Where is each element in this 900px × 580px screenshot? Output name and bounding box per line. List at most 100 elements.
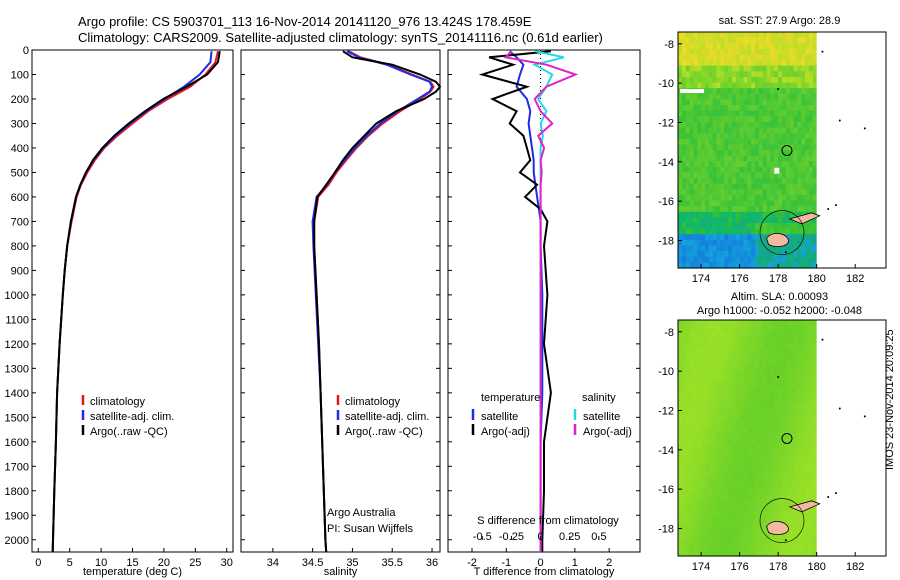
map-cell [720, 223, 725, 230]
map-cell [766, 178, 772, 185]
map-cell [697, 511, 702, 518]
lon-tick-label: 182 [846, 561, 864, 573]
map-cell [747, 477, 752, 484]
map-cell [770, 381, 775, 388]
map-cell [689, 516, 695, 523]
map-cell [782, 245, 787, 252]
map-cell [716, 527, 721, 535]
map-cell [774, 387, 779, 394]
map-cell [724, 217, 729, 224]
map-cell [755, 522, 760, 529]
map-cell [712, 443, 718, 450]
map-cell [689, 342, 695, 349]
map-cell [797, 387, 802, 394]
small-island-dot [827, 496, 830, 498]
map-cell [758, 359, 764, 366]
small-island-dot [838, 119, 841, 122]
map-cell [681, 172, 687, 179]
map-cell [809, 325, 814, 332]
map-cell [697, 161, 702, 168]
map-cell [689, 544, 695, 551]
map-cell [697, 251, 702, 258]
map-cell [724, 533, 729, 540]
map-cell [693, 144, 698, 151]
map-cell [785, 488, 791, 495]
map-cell [766, 376, 772, 383]
map-cell [782, 150, 787, 157]
map-cell [793, 200, 799, 207]
map-cell [735, 93, 741, 100]
map-cell [693, 217, 698, 224]
map-cell [774, 65, 779, 72]
map-cell [697, 105, 702, 112]
map-cell [762, 320, 768, 327]
map-cell [731, 483, 737, 490]
map-cell [697, 65, 702, 72]
map-cell [716, 387, 721, 394]
map-cell [701, 511, 706, 518]
map-cell [724, 144, 729, 151]
map-cell [758, 144, 764, 151]
map-cell [712, 245, 718, 252]
map-cell [724, 183, 729, 190]
map-cell [762, 544, 768, 551]
map-cell [735, 144, 741, 151]
map-cell [685, 370, 691, 377]
map-cell [762, 421, 768, 428]
map-cell [701, 183, 706, 190]
map-cell [770, 544, 775, 551]
map-cell [720, 449, 725, 456]
map-cell [789, 71, 795, 78]
map-cell [735, 336, 741, 344]
map-cell [793, 471, 799, 478]
map-cell [716, 239, 721, 247]
map-cell [770, 505, 775, 512]
map-cell [782, 471, 787, 478]
map-cell [705, 426, 710, 433]
map-cell [778, 93, 783, 100]
map-cell [728, 393, 733, 400]
map-cell [685, 150, 691, 157]
map-cell [758, 155, 764, 162]
map-cell [678, 544, 683, 551]
map-cell [785, 245, 791, 252]
map-cell [743, 99, 748, 106]
map-cell [689, 110, 695, 117]
map-cell [809, 381, 814, 388]
map-cell [735, 127, 741, 134]
map-cell [812, 206, 818, 213]
lon-tick-label: 182 [846, 273, 864, 285]
map-cell [708, 516, 714, 523]
map-cell [728, 505, 733, 512]
map-cell [693, 200, 698, 207]
map-cell [774, 438, 779, 445]
map-cell [770, 71, 775, 78]
map-cell [747, 166, 752, 174]
map-cell [805, 239, 810, 247]
map-cell [793, 189, 799, 196]
map-cell [735, 331, 741, 338]
map-cell [805, 256, 810, 263]
map-cell [681, 483, 687, 490]
map-cell [731, 178, 737, 185]
map-cell [731, 105, 737, 112]
map-cell [685, 99, 691, 106]
map-cell [705, 200, 710, 207]
map-cell [793, 195, 799, 202]
map-cell [697, 359, 702, 366]
map-cell [809, 454, 814, 462]
map-cell [747, 223, 752, 230]
map-cell [762, 415, 768, 422]
map-cell [789, 505, 795, 512]
map-cell [705, 432, 710, 439]
map-cell [701, 533, 706, 540]
map-cell [747, 527, 752, 535]
map-cell [681, 195, 687, 202]
map-cell [751, 77, 756, 84]
map-cell [812, 387, 818, 394]
map-cell [774, 256, 779, 263]
map-cell [705, 121, 710, 129]
map-cell [774, 533, 779, 540]
map-cell [708, 376, 714, 383]
map-cell [766, 150, 772, 157]
